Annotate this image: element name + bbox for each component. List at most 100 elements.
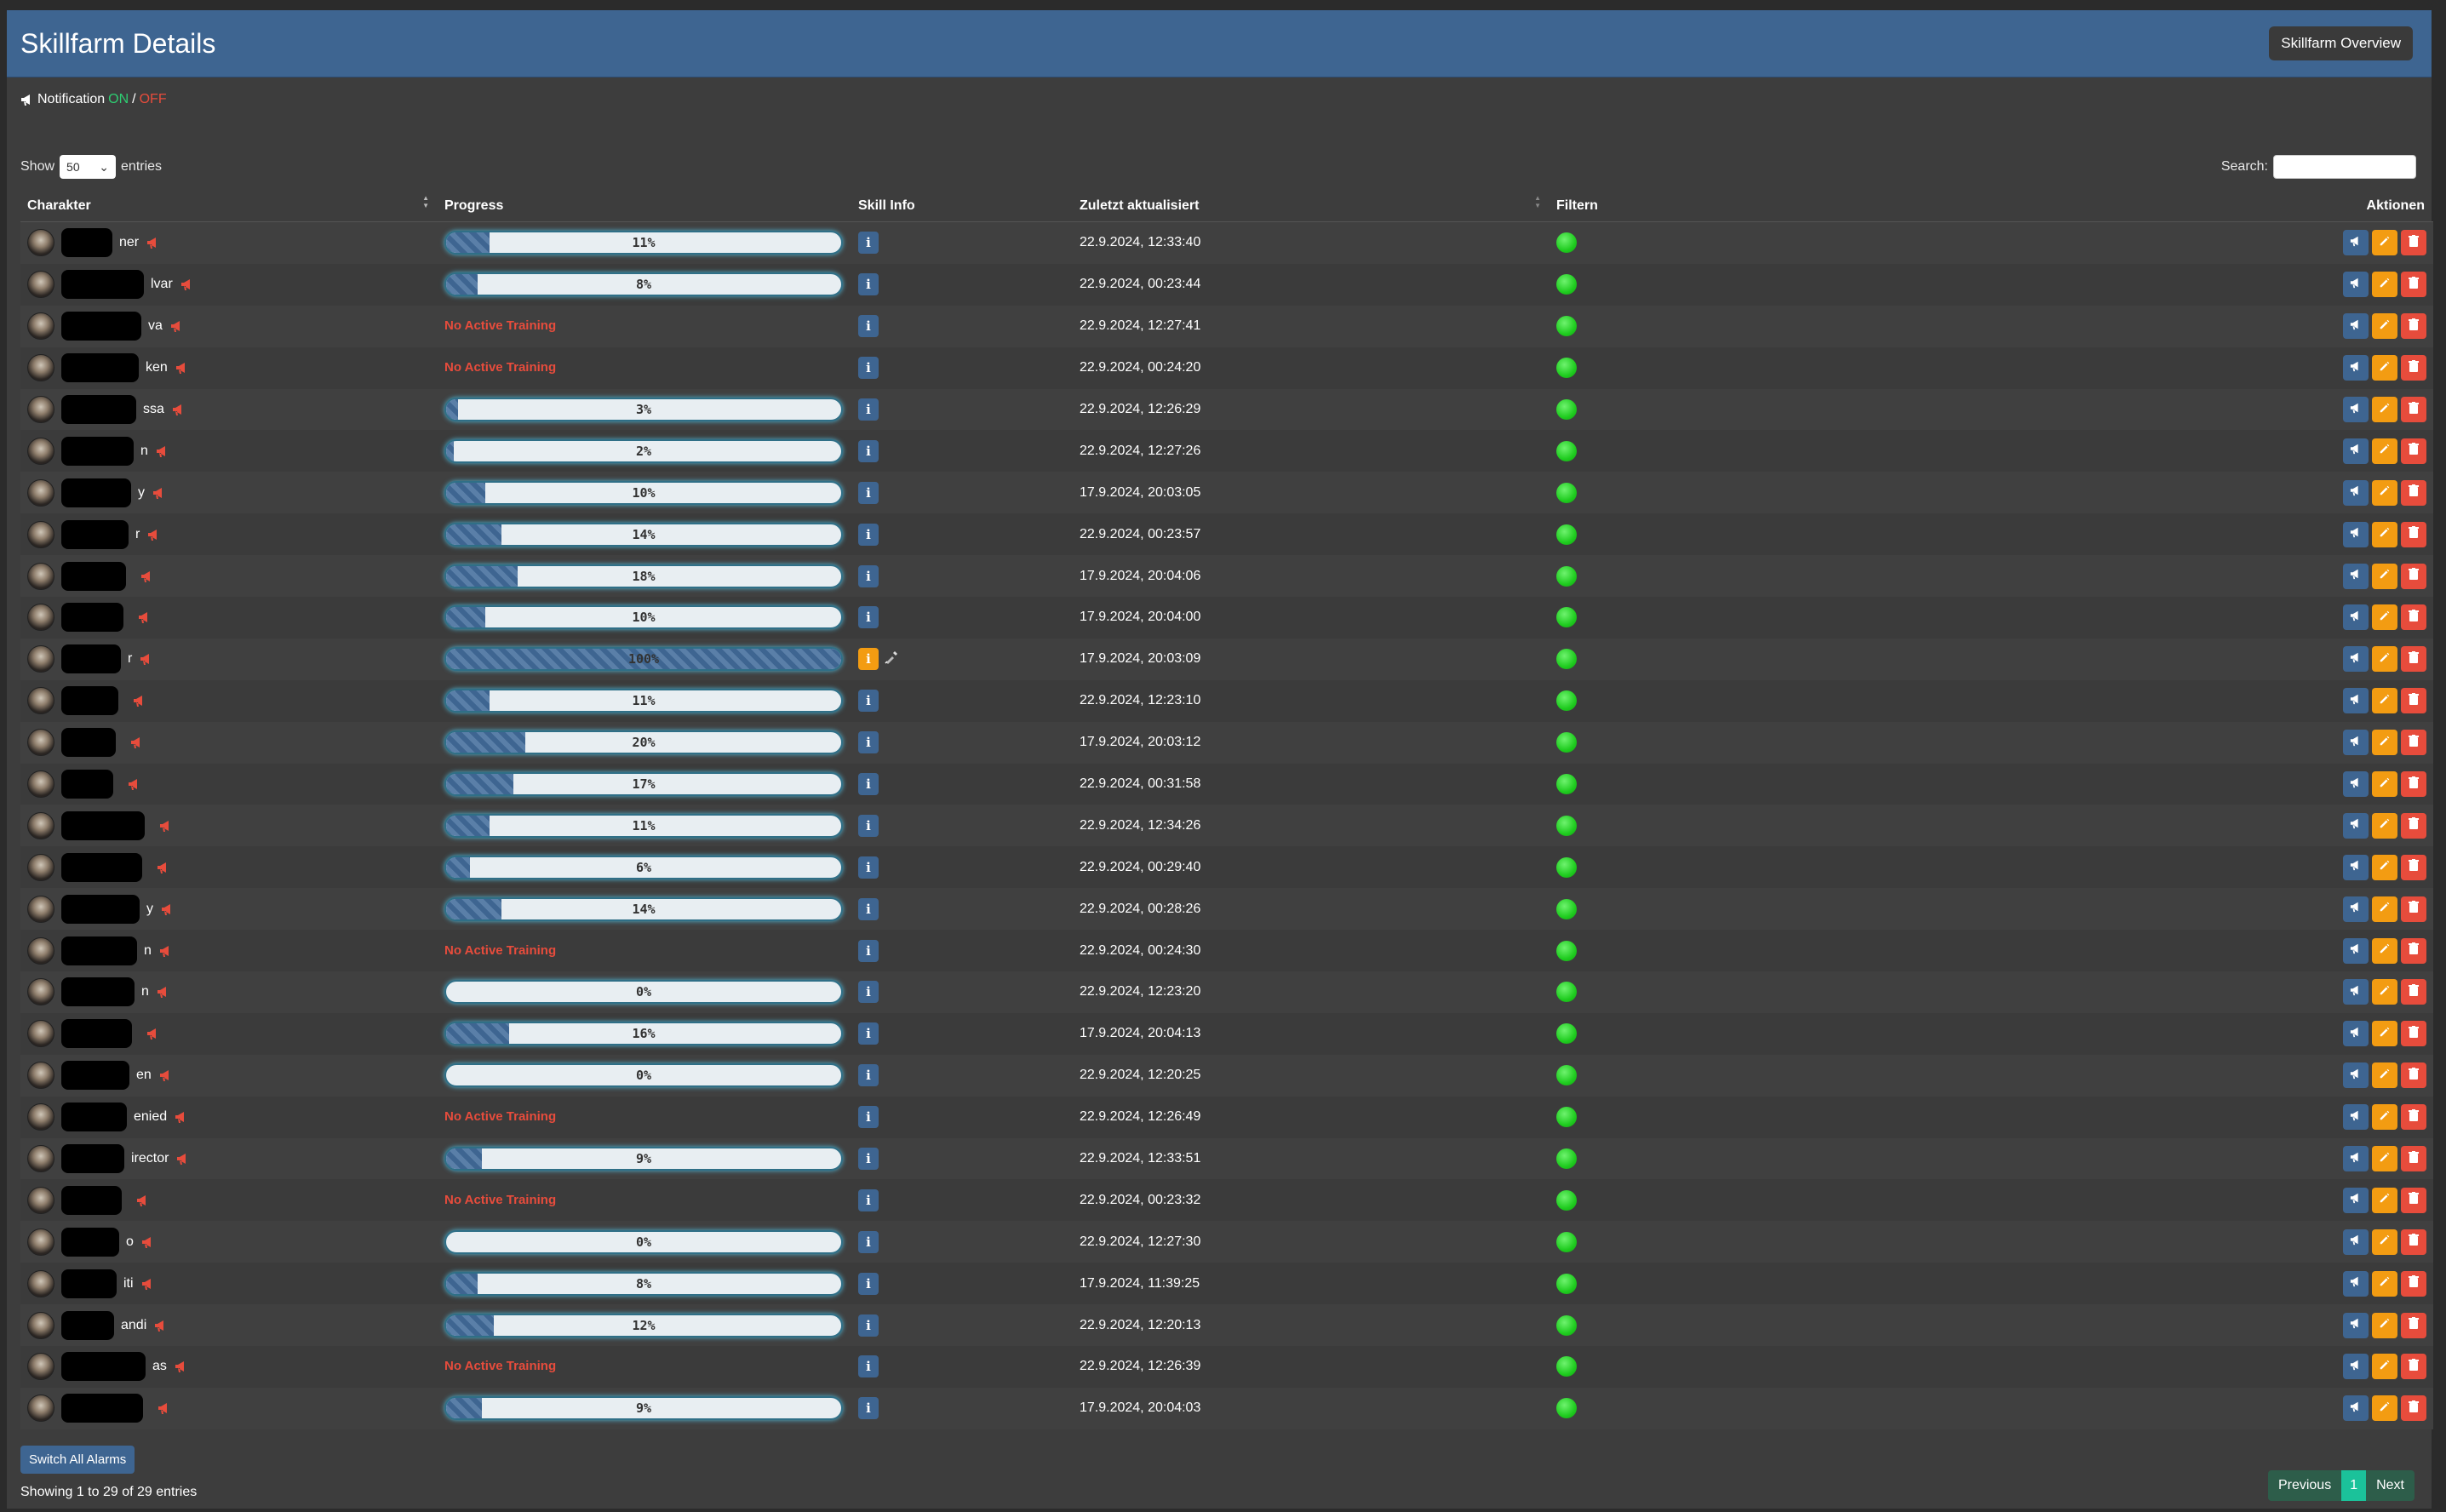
edit-button[interactable]: [2372, 688, 2397, 714]
toggle-alarm-button[interactable]: [2343, 1312, 2369, 1338]
edit-button[interactable]: [2372, 397, 2397, 422]
edit-button[interactable]: [2372, 521, 2397, 547]
toggle-alarm-button[interactable]: [2343, 438, 2369, 464]
alarm-megaphone-icon[interactable]: [140, 1277, 156, 1291]
toggle-alarm-button[interactable]: [2343, 272, 2369, 298]
skill-info-button[interactable]: i: [858, 439, 879, 462]
skill-info-button[interactable]: i: [858, 232, 879, 255]
edit-button[interactable]: [2372, 730, 2397, 756]
edit-button[interactable]: [2372, 1228, 2397, 1255]
edit-button[interactable]: [2372, 479, 2397, 506]
edit-button[interactable]: [2372, 563, 2397, 589]
delete-button[interactable]: [2401, 688, 2426, 714]
toggle-alarm-button[interactable]: [2343, 812, 2369, 839]
notification-toggle[interactable]: Notification ON / OFF: [20, 92, 167, 107]
delete-button[interactable]: [2401, 1228, 2426, 1255]
edit-button[interactable]: [2372, 812, 2397, 839]
skill-info-button[interactable]: i: [858, 1022, 879, 1045]
edit-button[interactable]: [2372, 646, 2397, 673]
alarm-megaphone-icon[interactable]: [137, 610, 152, 624]
alarm-megaphone-icon[interactable]: [135, 1194, 151, 1207]
delete-button[interactable]: [2401, 937, 2426, 964]
delete-button[interactable]: [2401, 979, 2426, 1005]
alarm-megaphone-icon[interactable]: [129, 736, 145, 749]
delete-button[interactable]: [2401, 1312, 2426, 1338]
delete-button[interactable]: [2401, 604, 2426, 631]
skill-info-button[interactable]: i: [858, 606, 879, 629]
edit-button[interactable]: [2372, 896, 2397, 922]
alarm-megaphone-icon[interactable]: [152, 486, 167, 500]
delete-button[interactable]: [2401, 1395, 2426, 1422]
delete-button[interactable]: [2401, 563, 2426, 589]
skill-info-button[interactable]: i: [858, 897, 879, 920]
skill-info-button[interactable]: i: [858, 1230, 879, 1253]
toggle-alarm-button[interactable]: [2343, 1146, 2369, 1172]
edit-button[interactable]: [2372, 438, 2397, 464]
edit-button[interactable]: [2372, 230, 2397, 256]
alarm-megaphone-icon[interactable]: [158, 819, 174, 833]
edit-button[interactable]: [2372, 1146, 2397, 1172]
toggle-alarm-button[interactable]: [2343, 1354, 2369, 1380]
alarm-megaphone-icon[interactable]: [156, 985, 171, 999]
edit-button[interactable]: [2372, 979, 2397, 1005]
edit-button[interactable]: [2372, 1395, 2397, 1422]
alarm-megaphone-icon[interactable]: [146, 1027, 161, 1040]
skill-info-button[interactable]: i: [858, 398, 879, 421]
skill-info-button[interactable]: i: [858, 1064, 879, 1087]
alarm-megaphone-icon[interactable]: [139, 652, 154, 666]
skill-info-button[interactable]: i: [858, 856, 879, 879]
skill-info-button[interactable]: i: [858, 814, 879, 837]
delete-button[interactable]: [2401, 1187, 2426, 1213]
toggle-alarm-button[interactable]: [2343, 479, 2369, 506]
delete-button[interactable]: [2401, 1021, 2426, 1047]
edit-button[interactable]: [2372, 1187, 2397, 1213]
alarm-megaphone-icon[interactable]: [132, 694, 147, 707]
alarm-megaphone-icon[interactable]: [160, 902, 175, 916]
toggle-alarm-button[interactable]: [2343, 230, 2369, 256]
delete-button[interactable]: [2401, 1104, 2426, 1131]
col-character[interactable]: Charakter: [20, 191, 438, 222]
skill-info-button[interactable]: i: [858, 731, 879, 754]
skill-info-button[interactable]: i: [858, 481, 879, 504]
skill-info-button[interactable]: i: [858, 1188, 879, 1211]
alarm-megaphone-icon[interactable]: [158, 1068, 174, 1082]
alarm-megaphone-icon[interactable]: [146, 236, 161, 249]
edit-button[interactable]: [2372, 937, 2397, 964]
toggle-alarm-button[interactable]: [2343, 854, 2369, 880]
toggle-alarm-button[interactable]: [2343, 1104, 2369, 1131]
alarm-megaphone-icon[interactable]: [156, 861, 171, 874]
skill-info-button[interactable]: i: [858, 357, 879, 380]
alarm-megaphone-icon[interactable]: [140, 570, 155, 583]
alarm-megaphone-icon[interactable]: [174, 1110, 189, 1124]
col-updated[interactable]: Zuletzt aktualisiert: [1073, 191, 1550, 222]
toggle-alarm-button[interactable]: [2343, 1270, 2369, 1297]
alarm-megaphone-icon[interactable]: [158, 944, 174, 958]
delete-button[interactable]: [2401, 812, 2426, 839]
edit-button[interactable]: [2372, 1062, 2397, 1089]
delete-button[interactable]: [2401, 1062, 2426, 1089]
toggle-alarm-button[interactable]: [2343, 563, 2369, 589]
edit-button[interactable]: [2372, 1021, 2397, 1047]
notification-off-link[interactable]: OFF: [139, 92, 167, 106]
search-input[interactable]: [2273, 155, 2416, 179]
delete-button[interactable]: [2401, 438, 2426, 464]
toggle-alarm-button[interactable]: [2343, 313, 2369, 340]
toggle-alarm-button[interactable]: [2343, 646, 2369, 673]
edit-button[interactable]: [2372, 1104, 2397, 1131]
skill-info-button[interactable]: i: [858, 1355, 879, 1378]
skill-info-button[interactable]: i: [858, 564, 879, 587]
toggle-alarm-button[interactable]: [2343, 355, 2369, 381]
alarm-megaphone-icon[interactable]: [140, 1235, 156, 1249]
skill-info-button[interactable]: i: [858, 1397, 879, 1420]
skill-info-button[interactable]: i: [858, 1106, 879, 1129]
edit-button[interactable]: [2372, 355, 2397, 381]
skill-info-button[interactable]: i: [858, 1148, 879, 1171]
alarm-megaphone-icon[interactable]: [175, 361, 190, 375]
toggle-alarm-button[interactable]: [2343, 979, 2369, 1005]
delete-button[interactable]: [2401, 1146, 2426, 1172]
delete-button[interactable]: [2401, 730, 2426, 756]
delete-button[interactable]: [2401, 355, 2426, 381]
page-1-button[interactable]: 1: [2341, 1470, 2367, 1501]
alarm-megaphone-icon[interactable]: [146, 528, 162, 541]
skill-info-button[interactable]: i: [858, 773, 879, 796]
